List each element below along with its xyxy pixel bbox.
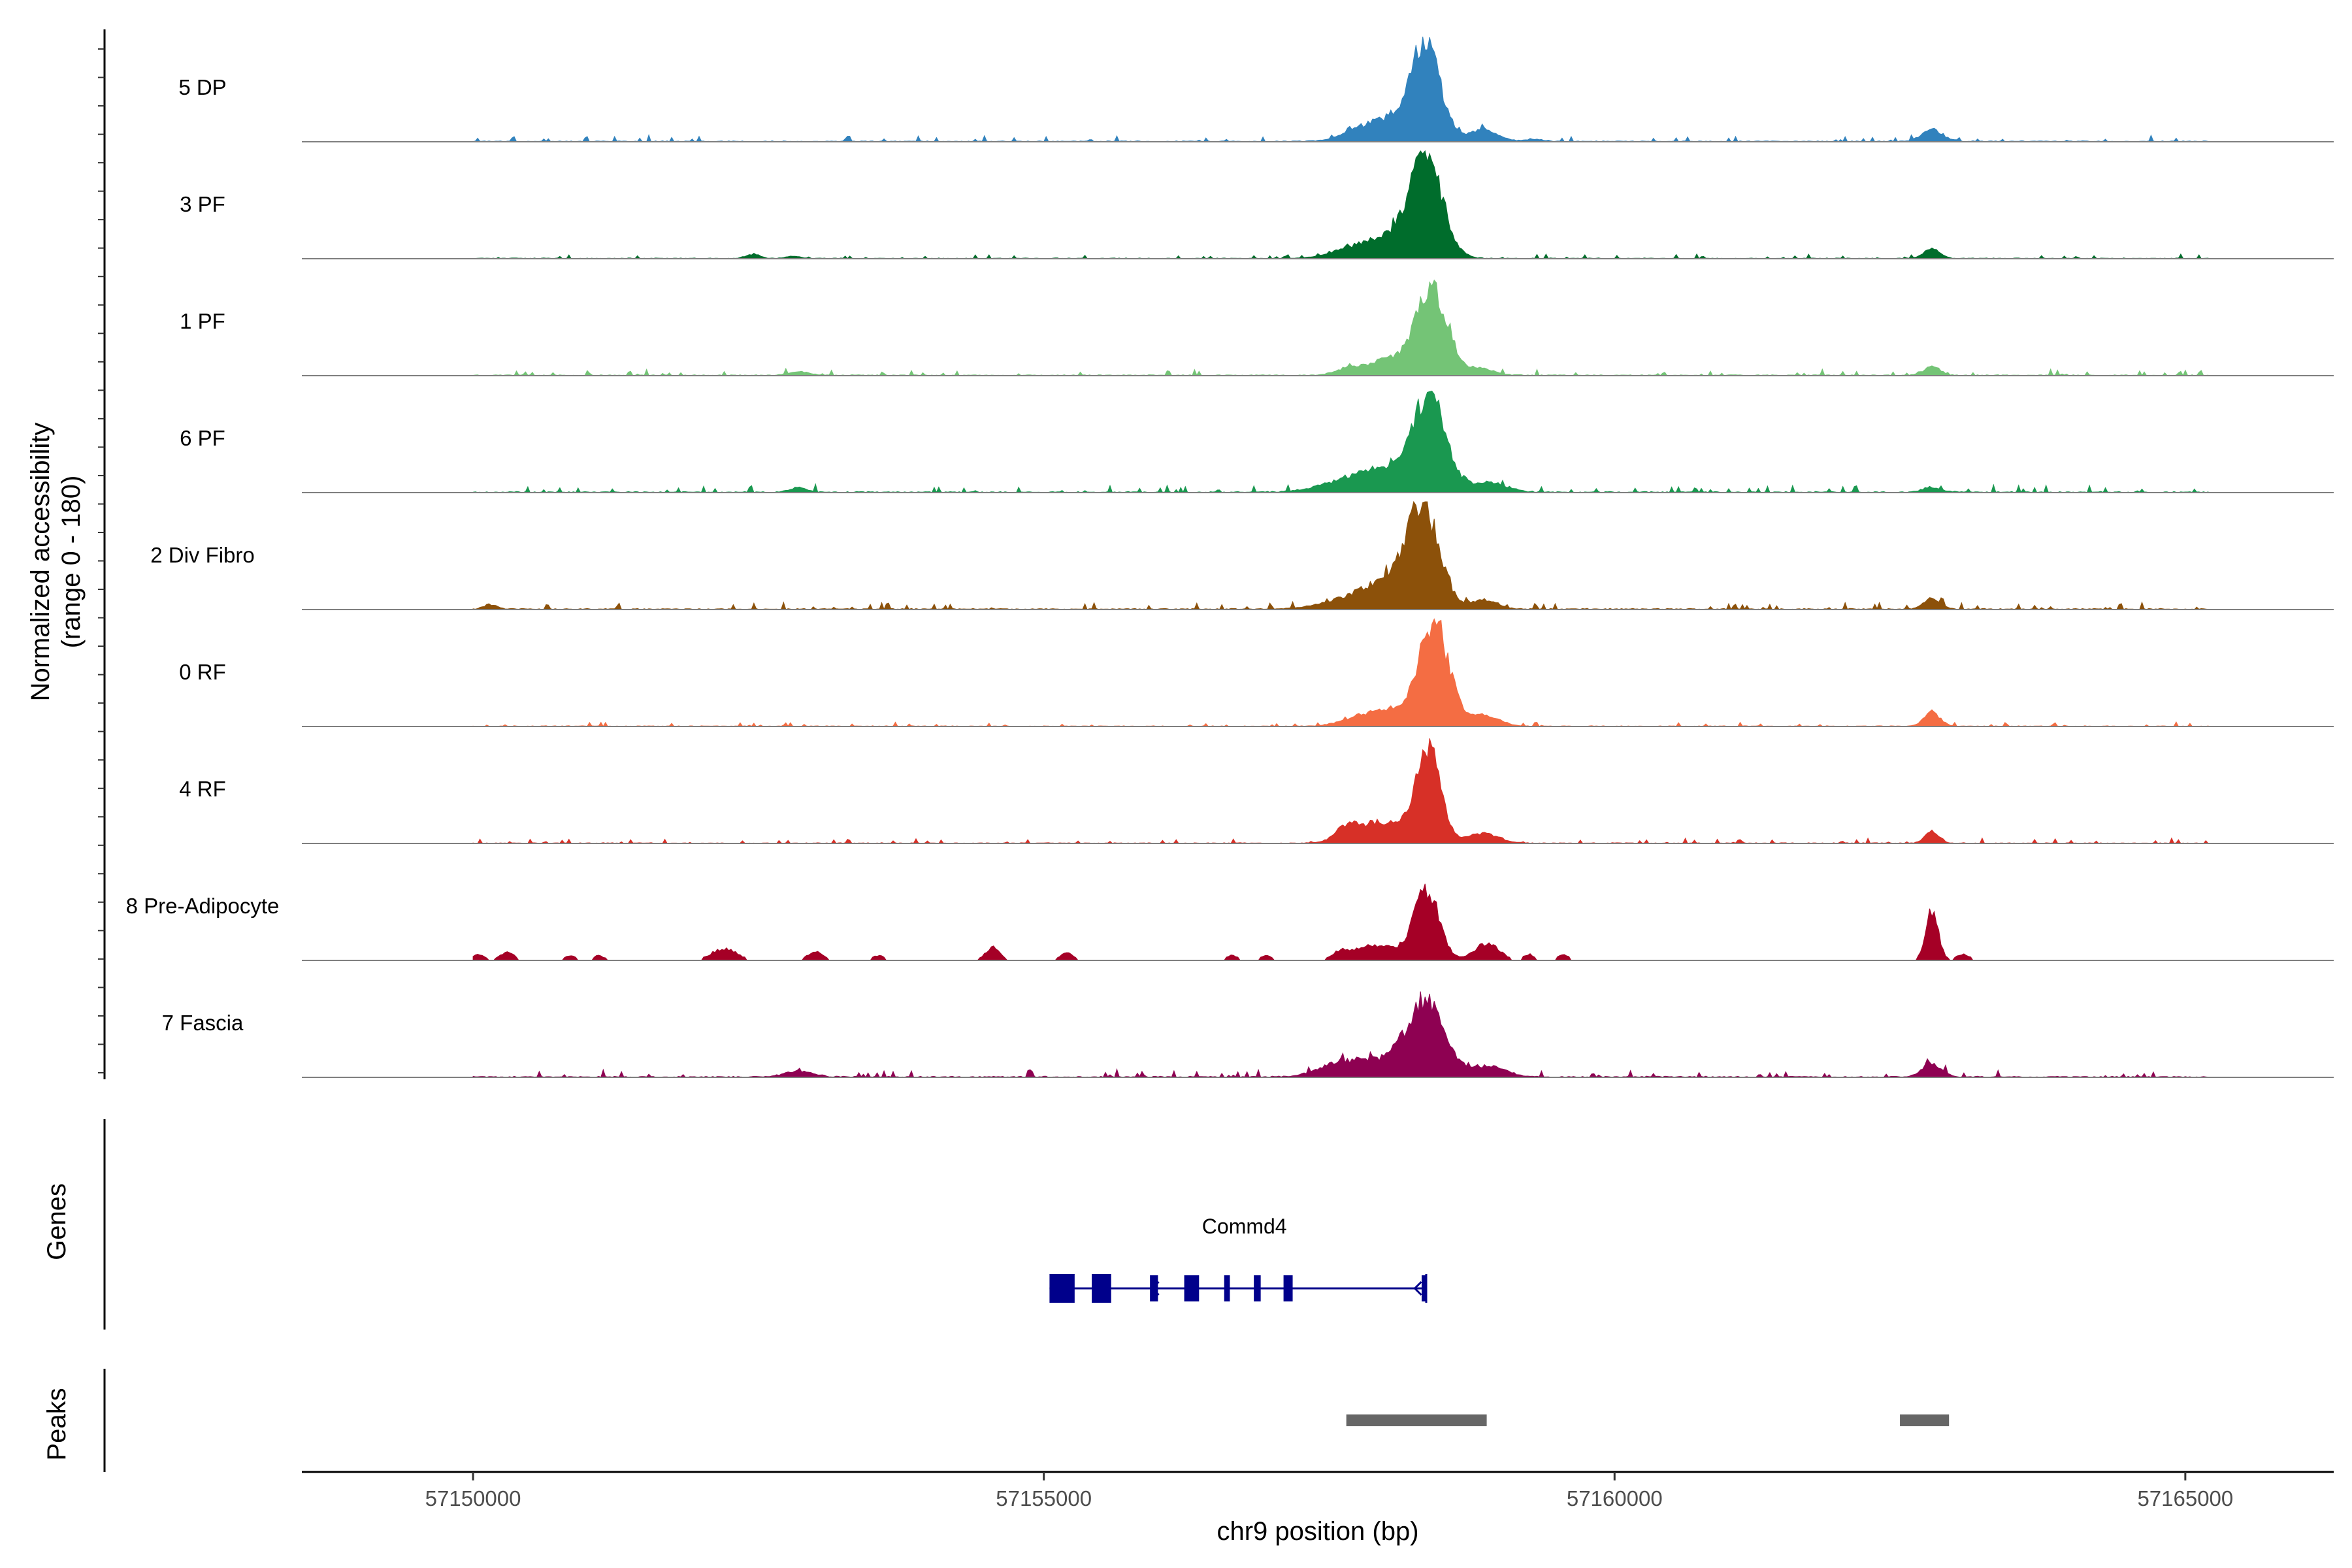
x-tick-label: 57165000 (2137, 1486, 2233, 1511)
genes-panel-title: Genes (42, 1183, 71, 1260)
coverage-area (472, 150, 2209, 259)
gene-name: Commd4 (1202, 1215, 1287, 1238)
x-tick-label: 57160000 (1567, 1486, 1663, 1511)
gene-exon (1254, 1275, 1261, 1301)
gene-exon (1092, 1274, 1111, 1303)
coverage-area (472, 991, 2209, 1078)
track-label: 2 Div Fibro (150, 543, 255, 567)
y-axis-title-line2: (range 0 - 180) (57, 476, 86, 649)
coverage-area (472, 738, 2209, 844)
peak-region (1346, 1414, 1487, 1426)
x-tick-label: 57155000 (996, 1486, 1092, 1511)
x-tick-label: 57150000 (425, 1486, 521, 1511)
track-label: 5 DP (178, 75, 226, 99)
gene-exon (1283, 1275, 1293, 1301)
strand-arrow (1151, 1281, 1160, 1296)
coverage-area (472, 279, 2209, 376)
genes-layer: Commd4 (1049, 1215, 1428, 1303)
track-label: 6 PF (180, 426, 225, 450)
track-5-dp: 5 DP (178, 37, 2334, 142)
x-axis-title: chr9 position (bp) (1217, 1517, 1418, 1546)
coverage-area (472, 500, 2209, 611)
track-7-fascia: 7 Fascia (162, 991, 2334, 1078)
track-4-rf: 4 RF (179, 738, 2334, 844)
coverage-area (472, 618, 2209, 727)
peaks-layer (1346, 1414, 1950, 1426)
coverage-area (472, 37, 2209, 142)
track-label: 4 RF (179, 777, 226, 801)
peaks-panel-title: Peaks (42, 1388, 71, 1460)
gene-exon (1184, 1275, 1200, 1301)
track-label: 1 PF (180, 309, 225, 333)
coverage-area (472, 391, 2209, 493)
axes-layer: 57150000 57155000 57160000 57165000 (98, 29, 2334, 1511)
peak-region (1900, 1414, 1950, 1426)
track-label: 8 Pre-Adipocyte (126, 894, 280, 918)
y-axis-title-line1: Normalized accessibility (26, 423, 55, 702)
gene-exon (1421, 1275, 1426, 1301)
track-2-div-fibro: 2 Div Fibro (150, 500, 2334, 611)
track-8-pre-adipocyte: 8 Pre-Adipocyte (126, 883, 2334, 961)
track-6-pf: 6 PF (180, 391, 2334, 493)
track-label: 0 RF (179, 660, 226, 684)
track-label: 7 Fascia (162, 1011, 244, 1035)
track-label: 3 PF (180, 192, 225, 216)
tracks-layer: 5 DP 3 PF 1 PF 6 PF 2 Div Fibro 0 RF 4 RF 8 Pre… (126, 37, 2334, 1078)
gene-exon (1150, 1275, 1158, 1301)
coverage-area (472, 883, 2208, 961)
track-0-rf: 0 RF (179, 618, 2334, 727)
strand-arrow (1413, 1281, 1422, 1296)
track-3-pf: 3 PF (180, 150, 2334, 259)
gene-exon (1224, 1275, 1230, 1301)
gene-exon (1049, 1274, 1075, 1303)
track-1-pf: 1 PF (180, 279, 2334, 376)
